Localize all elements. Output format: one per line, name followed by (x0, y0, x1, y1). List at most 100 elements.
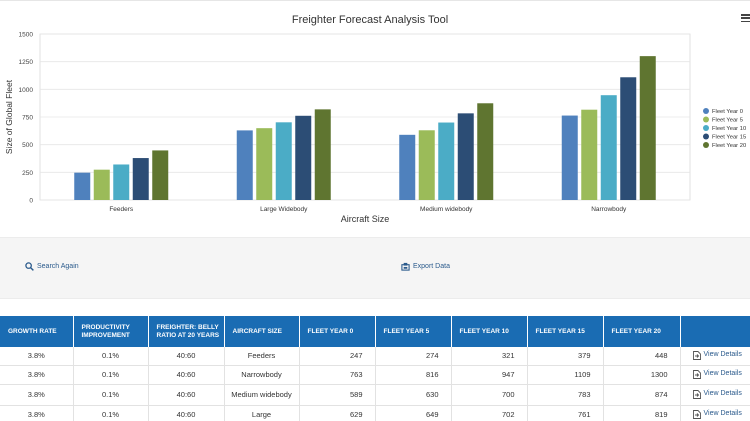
export-data-label: Export Data (413, 263, 450, 270)
search-icon (25, 262, 34, 271)
table-row: 3.8% 0.1% 40:60 Feeders 247 274 321 379 448 View … (0, 347, 750, 366)
cell-fleet-year-5: 649 (375, 405, 452, 421)
header-growth-rate[interactable]: Growth Rate (0, 316, 74, 347)
legend-marker (703, 142, 709, 148)
bar (152, 150, 169, 200)
bar (113, 164, 130, 200)
cell-freighter-belly-ratio: 40:60 (148, 347, 225, 366)
view-details-label: View Details (703, 351, 742, 358)
header-fleet-year-15[interactable]: Fleet Year 15 (527, 316, 604, 347)
document-icon (692, 409, 701, 419)
cell-aircraft-size: Large (224, 405, 300, 421)
cell-actions: View Details (680, 347, 750, 366)
header-fleet-year-5[interactable]: Fleet Year 5 (375, 316, 452, 347)
cell-growth-rate: 3.8% (0, 347, 74, 366)
chart-panel: 0 250 500 750 1000 1250 1500 Feeders Large Wideb… (0, 0, 750, 225)
y-tick-label: 0 (29, 198, 33, 205)
cell-fleet-year-20: 819 (603, 405, 681, 421)
cell-actions: View Details (680, 405, 750, 421)
bar (256, 128, 273, 200)
cell-fleet-year-10: 702 (451, 405, 528, 421)
header-fleet-year-0[interactable]: Fleet Year 0 (299, 316, 376, 347)
cell-freighter-belly-ratio: 40:60 (148, 405, 225, 421)
legend-marker (703, 133, 709, 140)
cell-fleet-year-20: 1300 (603, 365, 681, 385)
bar (438, 122, 455, 200)
legend-label: Fleet Year 5 (712, 118, 743, 124)
bar (457, 113, 474, 200)
header-fleet-year-10[interactable]: Fleet Year 10 (451, 316, 528, 347)
document-icon (692, 350, 701, 360)
legend-label: Fleet Year 15 (712, 135, 746, 141)
cell-growth-rate: 3.8% (0, 365, 74, 385)
table-header-row: Growth Rate Productivity Improvement Fre… (0, 316, 750, 347)
cell-productivity-improvement: 0.1% (73, 365, 149, 385)
cell-fleet-year-15: 1109 (527, 365, 604, 385)
cell-aircraft-size: Feeders (224, 347, 300, 366)
y-tick-label: 250 (22, 170, 33, 177)
view-details-label: View Details (703, 370, 742, 377)
legend-marker (703, 125, 709, 131)
export-icon (401, 262, 410, 271)
bar (561, 115, 578, 200)
cell-fleet-year-0: 247 (299, 347, 376, 366)
y-tick-label: 1250 (19, 59, 34, 66)
cell-aircraft-size: Narrowbody (224, 365, 300, 385)
cell-fleet-year-5: 630 (375, 384, 452, 406)
view-details-link[interactable]: View Details (692, 389, 742, 399)
cell-fleet-year-5: 274 (375, 347, 452, 366)
header-actions (680, 316, 750, 347)
cell-fleet-year-20: 874 (603, 384, 681, 406)
cell-fleet-year-10: 947 (451, 365, 528, 385)
cell-actions: View Details (680, 365, 750, 385)
export-data-link[interactable]: Export Data (401, 262, 450, 271)
table-body: 3.8% 0.1% 40:60 Feeders 247 274 321 379 448 View … (0, 347, 750, 421)
cell-productivity-improvement: 0.1% (73, 405, 149, 421)
x-axis-title: Aircraft Size (341, 214, 390, 224)
x-tick-label: Feeders (109, 206, 134, 213)
cell-fleet-year-0: 629 (299, 405, 376, 421)
x-tick-label: Large Widebody (260, 206, 308, 213)
bar (74, 172, 91, 200)
cell-fleet-year-15: 761 (527, 405, 604, 421)
view-details-link[interactable]: View Details (692, 350, 742, 360)
cell-fleet-year-15: 379 (527, 347, 604, 366)
bar (639, 56, 656, 201)
x-tick-label: Medium widebody (420, 206, 473, 213)
actions-panel: Search Again Export Data (0, 237, 750, 299)
cell-fleet-year-10: 321 (451, 347, 528, 366)
y-tick-label: 1500 (19, 32, 34, 39)
fleet-forecast-chart: 0 250 500 750 1000 1250 1500 Feeders Large Wideb… (4, 32, 746, 225)
header-freighter-belly-ratio[interactable]: Freighter: Belly Ratio at 20 Years (148, 316, 225, 347)
header-aircraft-size[interactable]: Aircraft Size (224, 316, 300, 347)
legend-marker (703, 108, 709, 114)
bar (581, 109, 598, 200)
view-details-link[interactable]: View Details (692, 369, 742, 379)
header-fleet-year-20[interactable]: Fleet Year 20 (603, 316, 681, 347)
bar (314, 109, 331, 200)
bar (132, 158, 149, 200)
search-again-link[interactable]: Search Again (25, 262, 79, 271)
cell-fleet-year-10: 700 (451, 384, 528, 406)
cell-aircraft-size: Medium widebody (224, 384, 300, 406)
cell-growth-rate: 3.8% (0, 405, 74, 421)
y-tick-label: 500 (22, 142, 33, 149)
y-tick-label: 1000 (19, 87, 34, 94)
legend-label: Fleet Year 10 (712, 126, 746, 132)
cell-growth-rate: 3.8% (0, 384, 74, 406)
cell-fleet-year-0: 763 (299, 365, 376, 385)
bar (295, 115, 312, 200)
y-axis-title: Size of Global Fleet (4, 79, 14, 154)
table-row: 3.8% 0.1% 40:60 Medium widebody 589 630 700 783… (0, 384, 750, 406)
bar (620, 77, 637, 200)
cell-fleet-year-5: 816 (375, 365, 452, 385)
view-details-link[interactable]: View Details (692, 409, 742, 419)
legend-marker (703, 116, 709, 123)
header-productivity-improvement[interactable]: Productivity Improvement (73, 316, 149, 347)
hamburger-menu-icon[interactable] (741, 14, 750, 23)
bar (275, 122, 292, 200)
bar (236, 130, 253, 200)
results-table-container: Growth Rate Productivity Improvement Fre… (0, 316, 750, 421)
cell-fleet-year-20: 448 (603, 347, 681, 366)
y-tick-label: 750 (22, 115, 33, 122)
